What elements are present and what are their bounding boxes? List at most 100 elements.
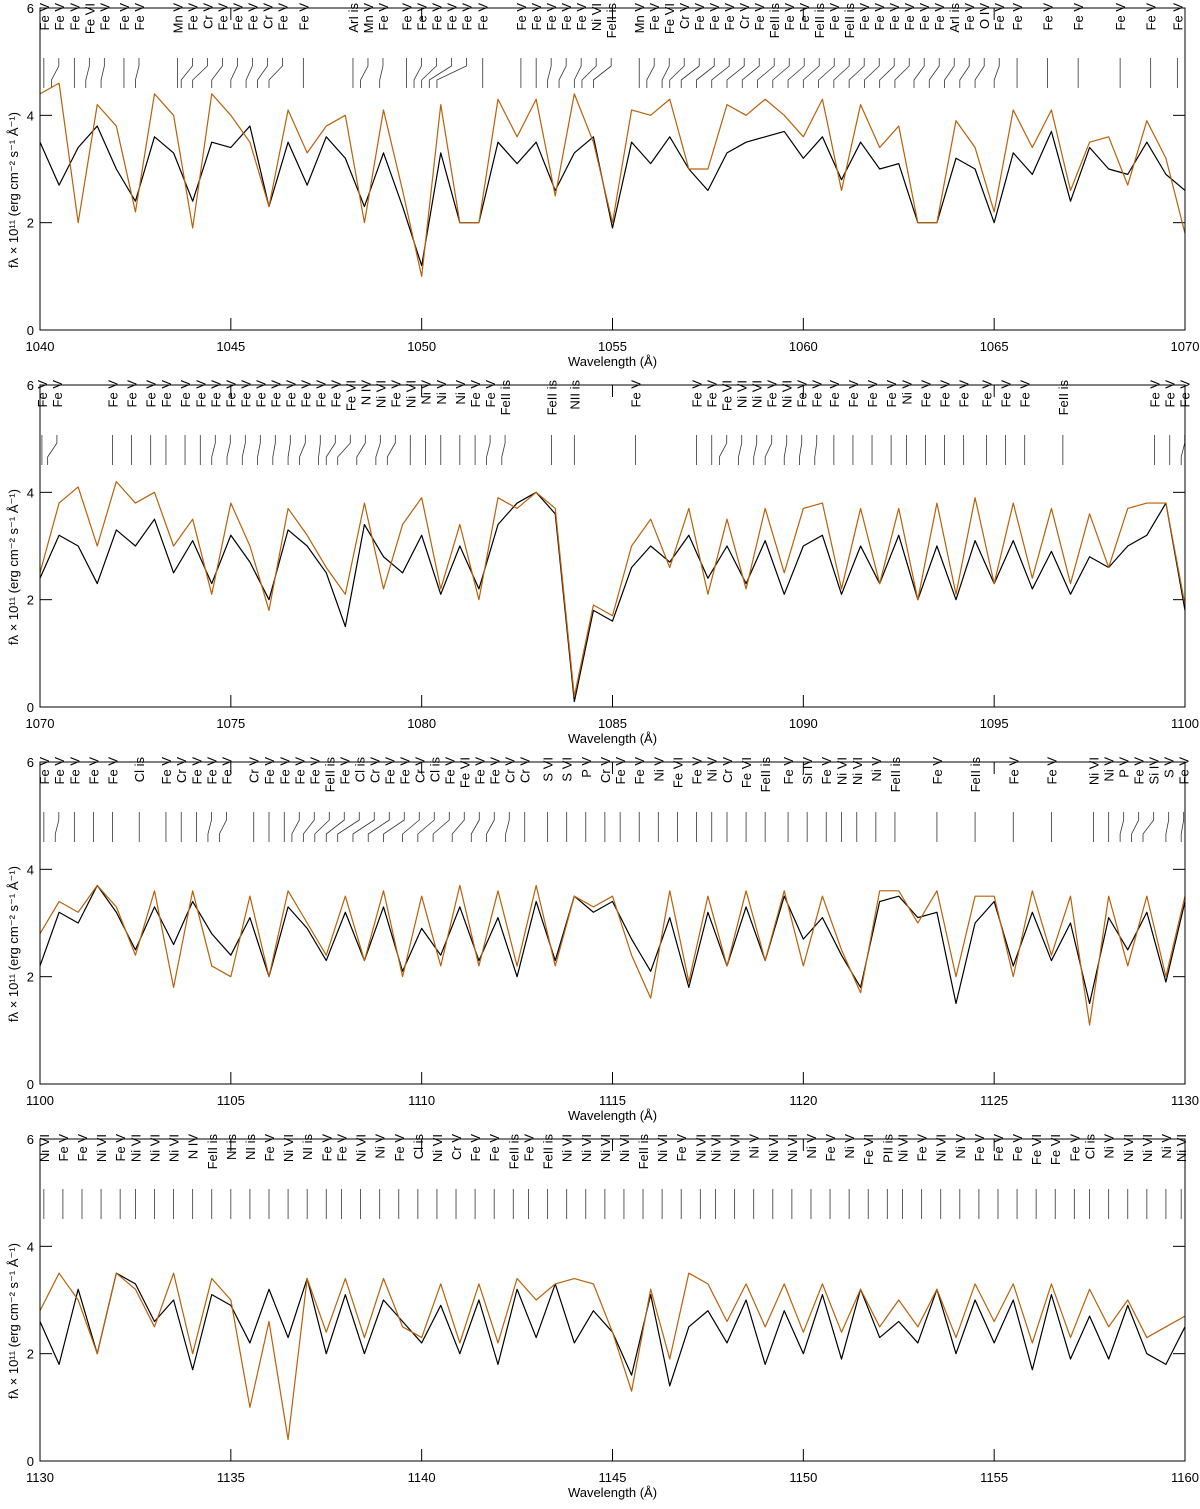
- line-id-connector: [319, 435, 321, 465]
- line-id-label: Fe V: [991, 1134, 1006, 1162]
- y-tick-label: 4: [27, 1239, 34, 1254]
- line-id-label: Fe V: [1177, 757, 1192, 785]
- line-id-connector: [1181, 812, 1183, 842]
- x-tick-label: 1080: [407, 716, 436, 731]
- line-id-label: Ni VI: [281, 1134, 296, 1162]
- line-id-label: Fe V: [67, 3, 82, 31]
- line-id-label: Fe V: [781, 757, 796, 785]
- line-id-label: Cr V: [260, 3, 275, 29]
- line-id-label: P V: [1117, 757, 1132, 778]
- y-tick-label: 2: [27, 1347, 34, 1362]
- line-id-connector: [471, 812, 479, 842]
- line-id-label: Fe V: [962, 3, 977, 31]
- line-id-label: Fe V: [487, 1134, 502, 1162]
- x-tick-label: 1160: [1171, 1470, 1199, 1485]
- line-id-connector: [815, 435, 817, 465]
- line-id-label: Fe V: [1163, 380, 1178, 408]
- line-id-label: Fe V: [938, 380, 953, 408]
- line-id-label: Fe V: [262, 757, 277, 785]
- x-tick-label: 1130: [1171, 1093, 1199, 1108]
- line-id-label: Si IV: [1147, 757, 1162, 785]
- line-id-label: Fe V: [846, 380, 861, 408]
- plot-frame: [40, 385, 1185, 707]
- line-id-connector: [227, 435, 230, 465]
- x-axis-label: Wavelength (Å): [568, 1108, 657, 1123]
- line-id-label: Fe V: [980, 380, 995, 408]
- line-id-label: NII is: [567, 380, 582, 410]
- line-id-connector: [487, 435, 491, 465]
- line-id-connector: [849, 58, 864, 88]
- line-id-connector: [338, 812, 360, 842]
- line-id-label: Cr V: [737, 3, 752, 29]
- line-id-connector: [269, 58, 282, 88]
- y-tick-label: 4: [27, 108, 34, 123]
- x-tick-label: 1045: [216, 339, 245, 354]
- plot-frame: [40, 762, 1185, 1084]
- line-id-label: Ni VI: [780, 380, 795, 408]
- line-id-label: Ni VI: [693, 1134, 708, 1162]
- line-id-connector: [1120, 812, 1124, 842]
- line-id-label: Fe V: [782, 3, 797, 31]
- line-id-label: Fe V: [275, 3, 290, 31]
- line-id-label: Cr V: [677, 3, 692, 29]
- line-id-label: Ni VI: [1174, 1134, 1189, 1162]
- y-tick-label: 0: [27, 700, 34, 715]
- line-id-connector: [662, 58, 669, 88]
- line-id-label: Fe V: [887, 3, 902, 31]
- line-id-connector: [1143, 812, 1154, 842]
- line-id-label: Fe V: [647, 3, 662, 31]
- line-id-connector: [834, 58, 849, 88]
- x-tick-label: 1075: [216, 716, 245, 731]
- line-id-label: NI is: [224, 1134, 239, 1161]
- line-id-connector: [48, 435, 57, 465]
- spectrum-line: [40, 885, 1185, 1003]
- line-id-label: Fe V: [1132, 757, 1147, 785]
- line-id-label: Fe V: [392, 1134, 407, 1162]
- line-id-label: Fe V: [337, 757, 352, 785]
- line-id-connector: [559, 58, 566, 88]
- line-id-label: Fe V: [125, 380, 140, 408]
- line-id-connector: [55, 812, 59, 842]
- line-id-connector: [960, 58, 969, 88]
- line-id-label: Cr V: [412, 757, 427, 783]
- line-id-label: Fe V: [797, 3, 812, 31]
- line-id-connector: [914, 58, 924, 88]
- line-id-label: Fe V: [872, 3, 887, 31]
- line-id-label: Fe V: [692, 3, 707, 31]
- line-id-label: Fe V: [1041, 3, 1056, 31]
- x-tick-label: 1120: [789, 1093, 817, 1108]
- line-id-label: Fe V: [487, 757, 502, 785]
- line-id-label: Cl is: [1083, 1134, 1098, 1160]
- line-id-connector: [376, 435, 380, 465]
- x-tick-label: 1140: [408, 1470, 436, 1485]
- line-id-label: Fe V: [810, 380, 825, 408]
- line-id-label: Ni V: [434, 380, 449, 405]
- line-id-label: Ni V: [899, 380, 914, 405]
- line-id-connector: [819, 58, 835, 88]
- line-id-label: Si IV: [800, 757, 815, 785]
- line-id-label: Ni VI: [835, 757, 850, 785]
- line-id-label: Fe V: [328, 380, 343, 408]
- line-id-label: Fe V: [313, 380, 328, 408]
- x-tick-label: 1115: [599, 1093, 626, 1108]
- line-id-label: Fe V: [1148, 380, 1163, 408]
- line-id-label: Fe V: [1010, 1134, 1025, 1162]
- line-id-connector: [582, 58, 596, 88]
- line-id-connector: [387, 435, 395, 465]
- line-id-label: Fe V: [1067, 1134, 1082, 1162]
- x-tick-label: 1055: [598, 339, 627, 354]
- line-id-label: Fe V: [193, 380, 208, 408]
- line-id-connector: [994, 58, 999, 88]
- y-axis-label: fλ × 10¹¹ (erg cm⁻² s⁻¹ Å⁻¹): [6, 866, 21, 1022]
- line-id-label: Fe V: [522, 1134, 537, 1162]
- x-tick-label: 1105: [217, 1093, 245, 1108]
- line-id-connector: [880, 58, 895, 88]
- y-axis-label: fλ × 10¹¹ (erg cm⁻² s⁻¹ Å⁻¹): [6, 489, 21, 645]
- line-id-label: Fe V: [1170, 3, 1185, 31]
- line-id-connector: [1132, 812, 1139, 842]
- line-id-label: Fe V: [35, 380, 50, 408]
- line-id-label: Fe V: [113, 1134, 128, 1162]
- line-id-label: Fe V: [335, 1134, 350, 1162]
